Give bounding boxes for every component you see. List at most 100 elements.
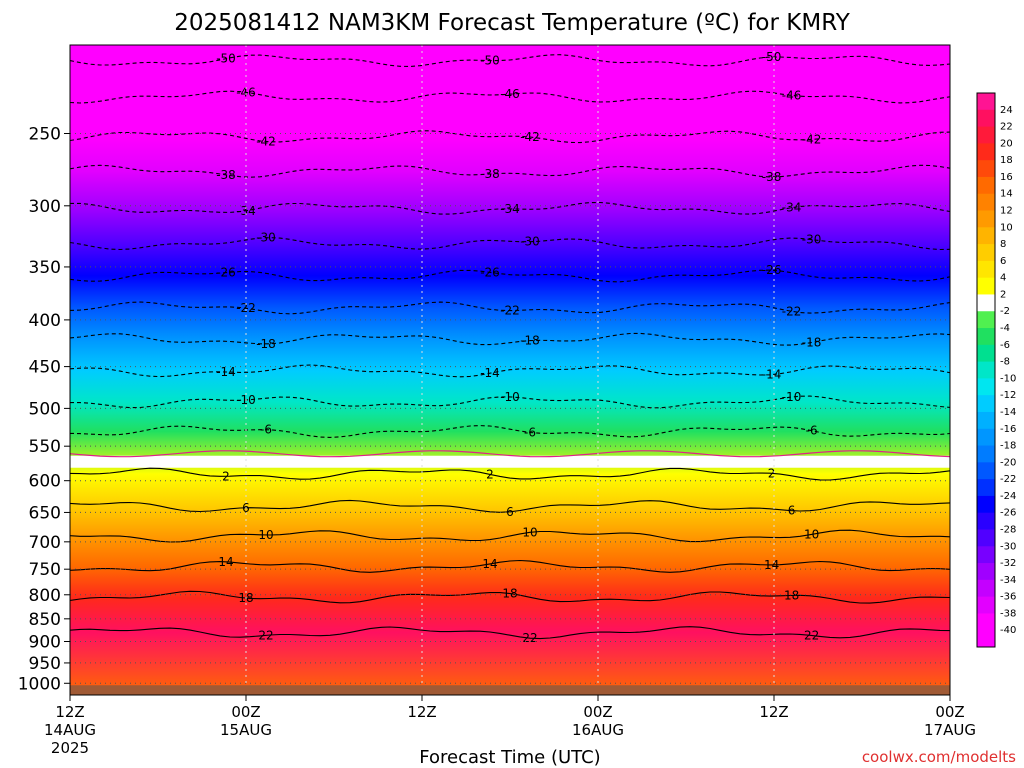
colorbar-swatch: [977, 294, 995, 312]
contour-label: -38: [216, 168, 236, 182]
colorbar-swatch: [977, 328, 995, 346]
contour-label: -30: [256, 231, 276, 245]
contour-line: [70, 529, 950, 543]
colorbar-swatch: [977, 193, 995, 212]
colorbar-swatch: [977, 378, 995, 396]
contour-label: -14: [480, 366, 500, 380]
y-tick-label: 1000: [18, 674, 61, 694]
colorbar-swatch: [977, 210, 995, 228]
contour-label: -34: [236, 204, 256, 218]
colorbar-swatch: [977, 260, 995, 279]
x-tick-label: 14AUG: [44, 721, 96, 739]
y-tick-label: 850: [29, 610, 61, 630]
colorbar-label: -26: [1000, 508, 1016, 519]
contour-line: [70, 301, 950, 315]
x-tick-label: 16AUG: [572, 721, 624, 739]
contour-label: 14: [764, 558, 779, 572]
contour-label: -34: [782, 201, 802, 215]
contour-label: -42: [802, 132, 822, 146]
colorbar-label: -28: [1000, 524, 1016, 535]
colorbar-swatch: [977, 579, 995, 598]
contour-label: -6: [524, 425, 536, 439]
contour-label: -10: [782, 390, 802, 404]
colorbar-swatch: [977, 227, 995, 245]
contour-label: -38: [762, 170, 782, 184]
colorbar-swatch: [977, 277, 995, 295]
colorbar-label: 16: [1000, 172, 1013, 183]
colorbar-label: -22: [1000, 474, 1016, 485]
contour-label: -46: [782, 88, 802, 102]
colorbar-swatch: [977, 411, 995, 430]
colorbar-label: 10: [1000, 222, 1013, 233]
x-tick-label: 00Z: [583, 703, 612, 721]
colorbar-legend: 24 22 20 18 16 14 12 10 8 6 4 2 -2 -4 -6 -8 -10 -12 -14 -16…: [976, 92, 1016, 648]
y-tick-label: 500: [29, 399, 61, 419]
x-tick-label: 00Z: [935, 703, 964, 721]
colorbar-swatch: [977, 613, 995, 631]
colorbar-label: 22: [1000, 122, 1013, 133]
credit-text: coolwx.com/modelts: [862, 748, 1016, 766]
plot-frame: [69, 44, 951, 696]
contour-label: 6: [506, 505, 514, 519]
colorbar-swatch: [977, 512, 995, 530]
colorbar-swatch: [977, 109, 995, 128]
contour-label: 10: [804, 527, 819, 541]
contour-label: 10: [258, 528, 273, 542]
contour-label: -30: [802, 233, 822, 247]
colorbar-swatch: [977, 311, 995, 329]
contour-label: 2: [222, 469, 230, 483]
colorbar-label: -30: [1000, 541, 1016, 552]
contour-label: -42: [520, 130, 540, 144]
contour-label: -22: [782, 304, 802, 318]
y-tick-label: 600: [29, 472, 61, 492]
colorbar-swatch: [977, 563, 995, 581]
colorbar-label: -4: [1000, 323, 1010, 334]
contour-line: [70, 559, 950, 573]
colorbar-swatch: [977, 126, 995, 144]
y-tick-label: 400: [29, 311, 61, 331]
x-tick-label: 17AUG: [924, 721, 976, 739]
contour-label: -42: [256, 135, 276, 149]
freezing-line: [70, 450, 950, 458]
y-axis: 2503003504004505005506006507007508008509…: [18, 124, 70, 694]
freezing-band: [70, 455, 950, 468]
contour-line: [70, 269, 950, 283]
y-tick-label: 350: [29, 258, 61, 278]
x-tick-label: 2025: [51, 739, 89, 757]
contour-line: [70, 201, 950, 215]
colorbar-swatch: [977, 93, 995, 111]
contour-label: 22: [804, 628, 819, 642]
grid-lines: [70, 45, 950, 695]
colorbar-swatch: [977, 344, 995, 363]
y-tick-label: 450: [29, 358, 61, 378]
colorbar-swatch: [977, 596, 995, 614]
colorbar-label: 6: [1000, 256, 1006, 267]
contour-label: -14: [762, 368, 782, 382]
colorbar-label: -24: [1000, 491, 1016, 502]
contour-line: [70, 90, 950, 104]
contour-line: [70, 237, 950, 251]
contour-line: [70, 626, 950, 640]
contour-label: -6: [260, 423, 272, 437]
colorbar-label: -32: [1000, 558, 1016, 569]
colorbar-label: 8: [1000, 239, 1006, 250]
colorbar-label: -34: [1000, 575, 1016, 586]
colorbar-swatch: [977, 361, 995, 379]
y-tick-label: 650: [29, 503, 61, 523]
y-tick-label: 900: [29, 632, 61, 652]
colorbar-swatch: [977, 529, 995, 547]
colorbar-label: -20: [1000, 457, 1016, 468]
contour-label: -50: [480, 54, 500, 68]
y-tick-label: 700: [29, 533, 61, 553]
contour-line: [70, 467, 950, 481]
contour-label: -50: [216, 52, 236, 66]
colorbar-label: 24: [1000, 105, 1013, 116]
colorbar-label: -6: [1000, 340, 1010, 351]
contour-line: [70, 332, 950, 346]
contour-line: [70, 395, 950, 409]
colorbar-swatch: [977, 462, 995, 480]
contour-line: [70, 425, 950, 438]
colorbar-label: -16: [1000, 424, 1016, 435]
colorbar-swatch: [977, 479, 995, 497]
colorbar-label: 20: [1000, 138, 1013, 149]
